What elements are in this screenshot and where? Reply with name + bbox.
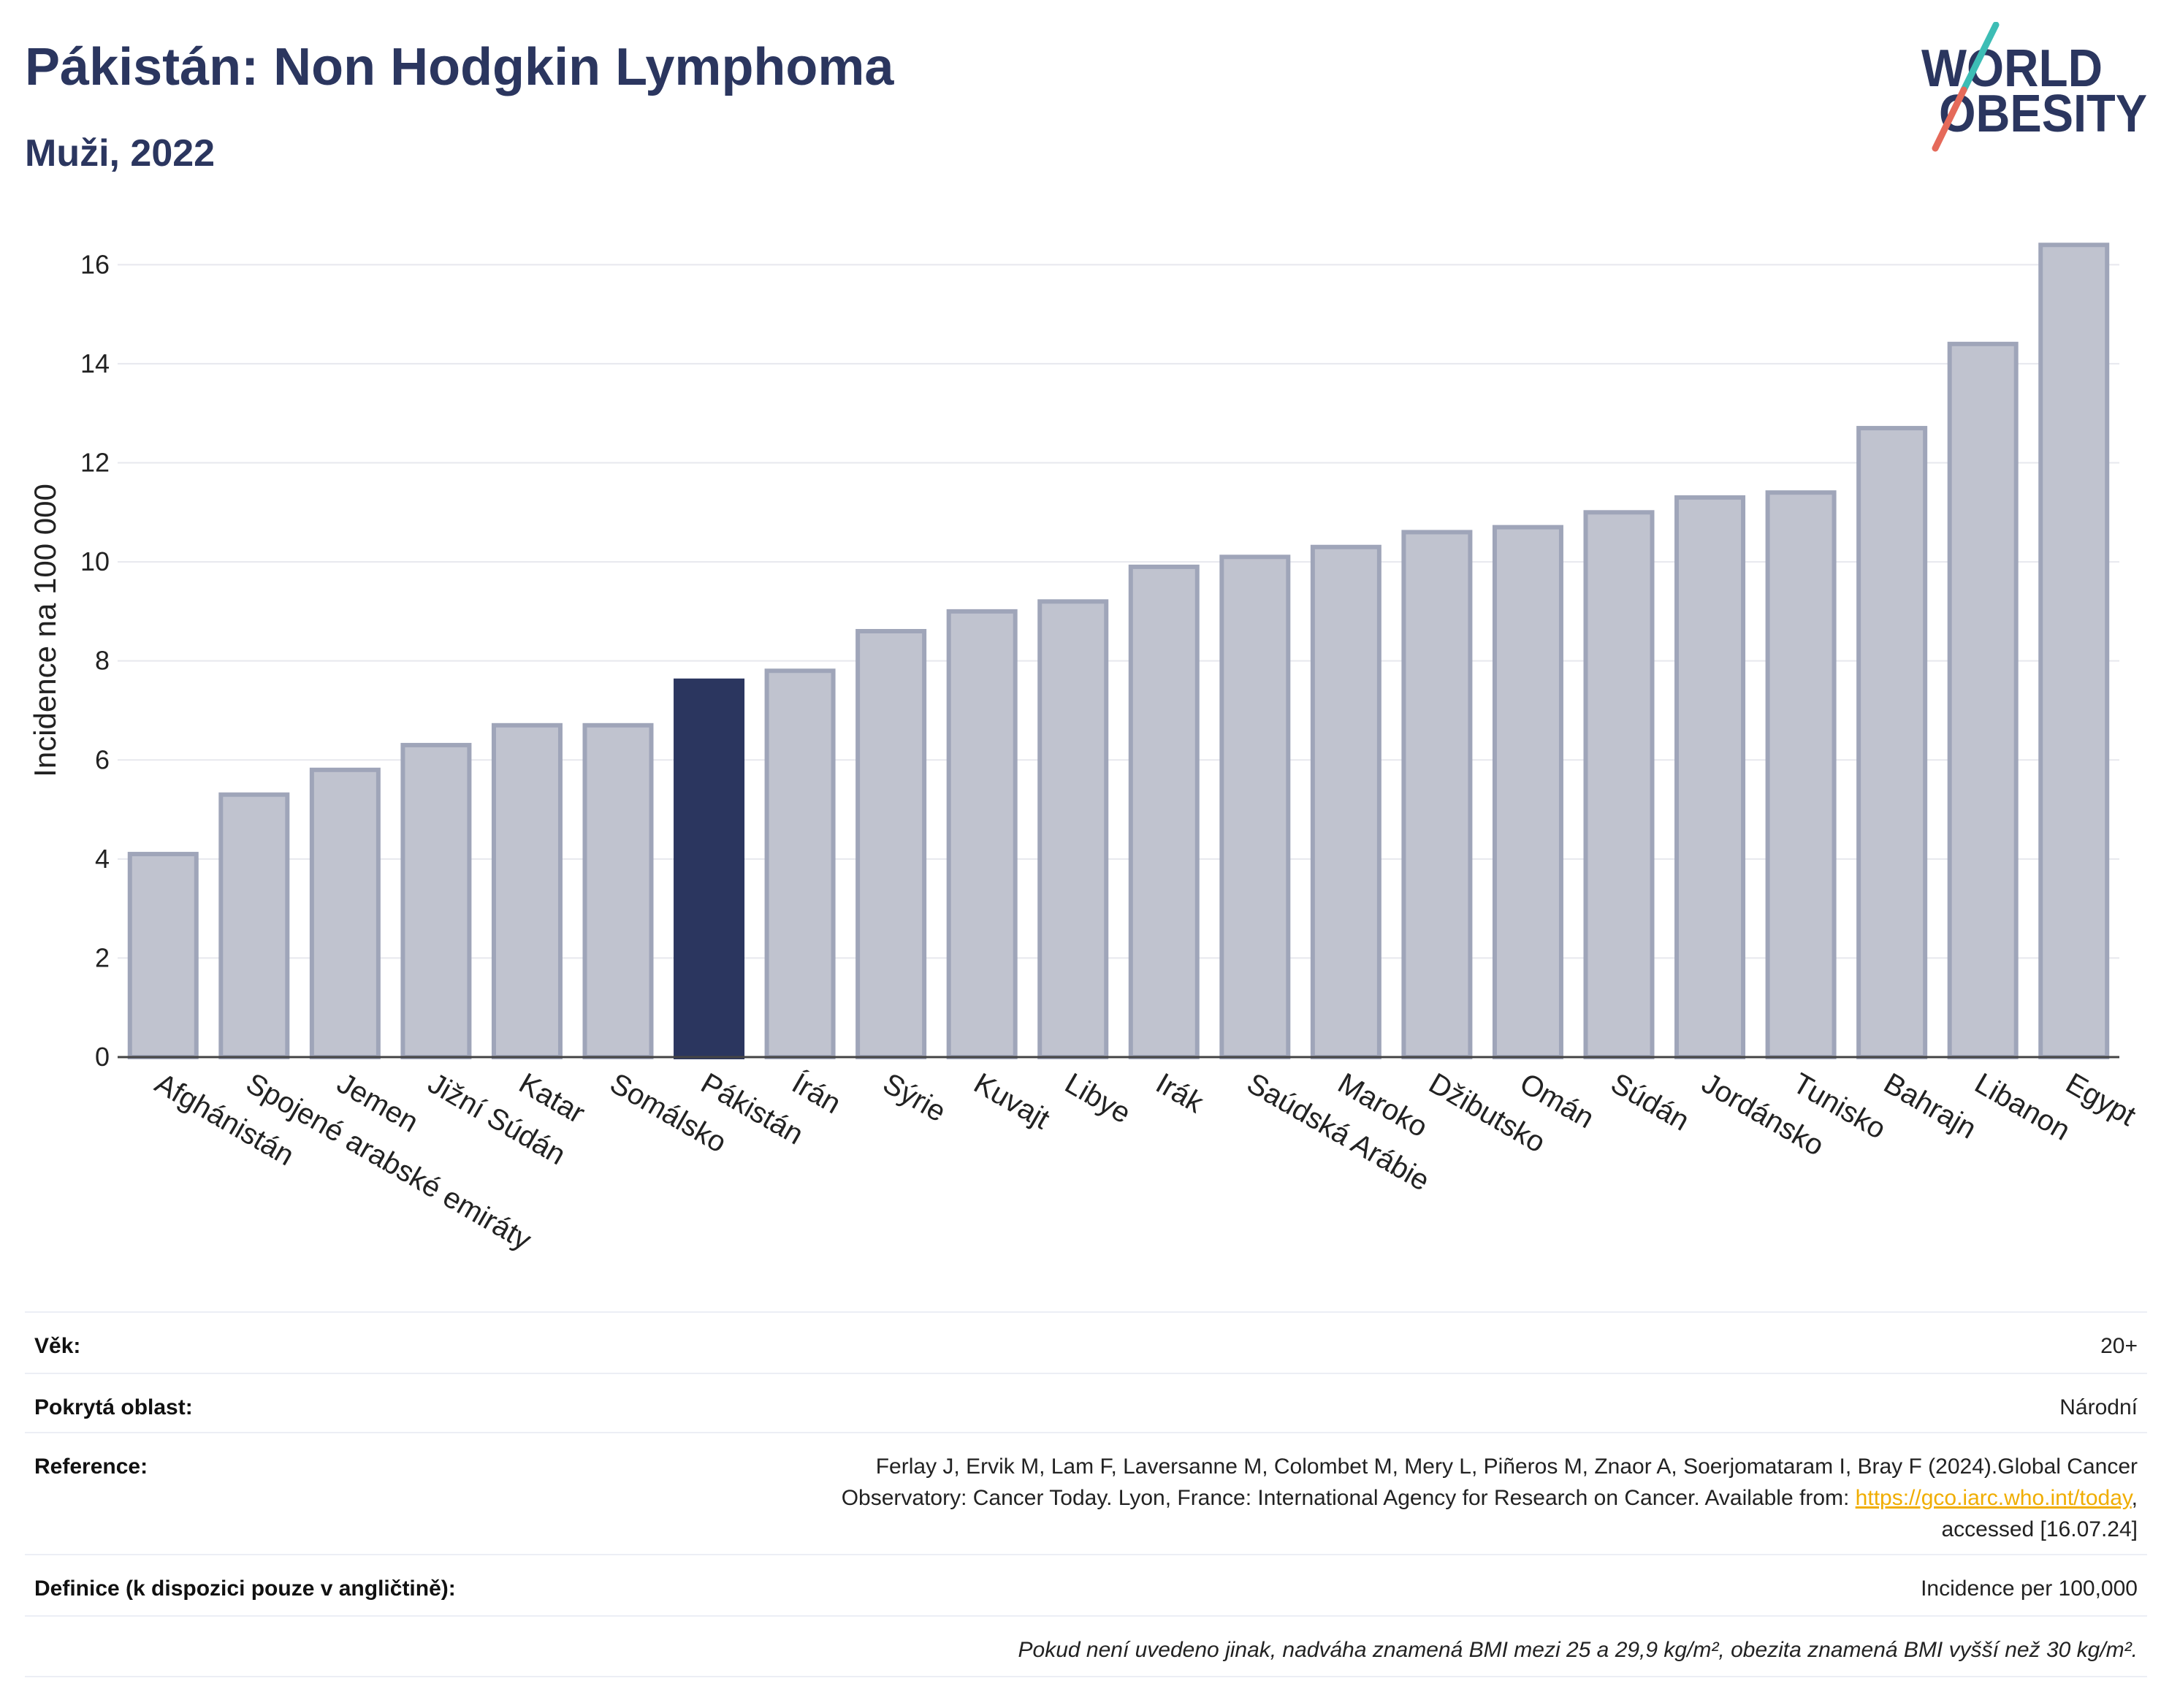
bar-libye <box>1037 599 1109 1059</box>
y-tick-label: 0 <box>95 1042 110 1072</box>
definition-value: Incidence per 100,000 <box>1921 1577 2138 1601</box>
y-tick-label: 14 <box>80 348 110 378</box>
bar-sudan <box>1583 510 1655 1059</box>
area-row: Pokrytá oblast: Národní <box>25 1373 2147 1432</box>
y-axis-title: Incidence na 100 000 <box>28 484 62 777</box>
bar-maroko <box>1310 544 1381 1059</box>
x-tick-label-sudan: Súdán <box>1606 1067 1695 1137</box>
logo-word-world: WORLD <box>1921 39 2103 98</box>
y-tick-label: 16 <box>80 249 110 279</box>
bar-spojene-arabske-emiraty <box>218 792 290 1060</box>
bar-bahrajn <box>1856 426 1928 1059</box>
bar-egypt <box>2038 243 2110 1059</box>
logo-slash-bottom <box>1932 86 1967 152</box>
bar-oman <box>1492 525 1563 1059</box>
area-value: Národní <box>2059 1395 2138 1419</box>
world-obesity-logo: WORLD OBESITY <box>1921 22 2147 152</box>
x-tick-label-kuvajt: Kuvajt <box>969 1067 1055 1136</box>
reference-text: Ferlay J, Ervik M, Lam F, Laversanne M, … <box>842 1451 2138 1545</box>
x-tick-label-irak: Irák <box>1151 1067 1210 1120</box>
bar-irak <box>1128 564 1200 1059</box>
y-tick-label: 8 <box>95 646 110 676</box>
bars <box>127 243 2110 1060</box>
chart-title: Pákistán: Non Hodgkin Lymphoma <box>25 38 894 96</box>
y-tick-labels: 0 2 4 6 8 10 12 14 16 <box>80 249 110 1072</box>
bar-dzibutsko <box>1401 530 1473 1059</box>
logo-word-obesity: OBESITY <box>1939 85 2147 143</box>
reference-line-2: Observatory: Cancer Today. Lyon, France:… <box>842 1482 2138 1514</box>
x-tick-label-bahrajn: Bahrajn <box>1878 1067 1981 1145</box>
bar-jordansko <box>1674 495 1746 1059</box>
bar-tunisko <box>1765 490 1837 1059</box>
info-table: Věk: 20+ Pokrytá oblast: Národní Referen… <box>25 1311 2147 1677</box>
y-tick-label: 4 <box>95 844 110 874</box>
age-row: Věk: 20+ <box>25 1311 2147 1373</box>
note-row: Pokud není uvedeno jinak, nadváha znamen… <box>25 1615 2147 1677</box>
y-tick-label: 10 <box>80 546 110 576</box>
bar-somalsko <box>582 723 654 1059</box>
x-tick-label-libye: Libye <box>1059 1067 1136 1130</box>
reference-line-2-end: , <box>2131 1486 2138 1510</box>
bar-iran <box>764 668 836 1059</box>
age-label: Věk: <box>34 1334 81 1358</box>
bar-saudska-arabie <box>1219 554 1291 1059</box>
x-tick-label-iran: Írán <box>787 1067 847 1120</box>
bar-kuvajt <box>946 609 1018 1059</box>
definition-row: Definice (k dispozici pouze v angličtině… <box>25 1554 2147 1615</box>
reference-line-3: accessed [16.07.24] <box>1941 1517 2138 1541</box>
bar-libanon <box>1947 341 2019 1059</box>
age-value: 20+ <box>2100 1334 2138 1358</box>
y-tick-label: 6 <box>95 744 110 774</box>
bar-jemen <box>309 767 381 1059</box>
definition-label: Definice (k dispozici pouze v angličtině… <box>34 1577 456 1601</box>
bar-jizni-sudan <box>400 742 472 1059</box>
reference-line-2-text: Observatory: Cancer Today. Lyon, France:… <box>841 1486 1856 1510</box>
reference-link[interactable]: https://gco.iarc.who.int/today <box>1855 1486 2132 1510</box>
y-tick-label: 12 <box>80 448 110 478</box>
reference-line-1: Ferlay J, Ervik M, Lam F, Laversanne M, … <box>875 1455 2138 1479</box>
bar-afghanistan <box>127 852 199 1059</box>
x-tick-label-syrie: Sýrie <box>877 1067 951 1129</box>
logo-slash-top <box>1960 22 2000 94</box>
bar-pakistan <box>674 678 745 1059</box>
chart-subtitle: Muži, 2022 <box>25 132 216 175</box>
y-tick-label: 2 <box>95 942 110 972</box>
reference-label: Reference: <box>34 1455 148 1479</box>
bar-katar <box>491 723 563 1059</box>
area-label: Pokrytá oblast: <box>34 1395 193 1419</box>
bmi-note: Pokud není uvedeno jinak, nadváha znamen… <box>1018 1638 2138 1662</box>
x-tick-label-libanon: Libanon <box>1970 1067 2076 1147</box>
reference-row: Reference: Ferlay J, Ervik M, Lam F, Lav… <box>25 1432 2147 1554</box>
bar-syrie <box>855 629 927 1059</box>
